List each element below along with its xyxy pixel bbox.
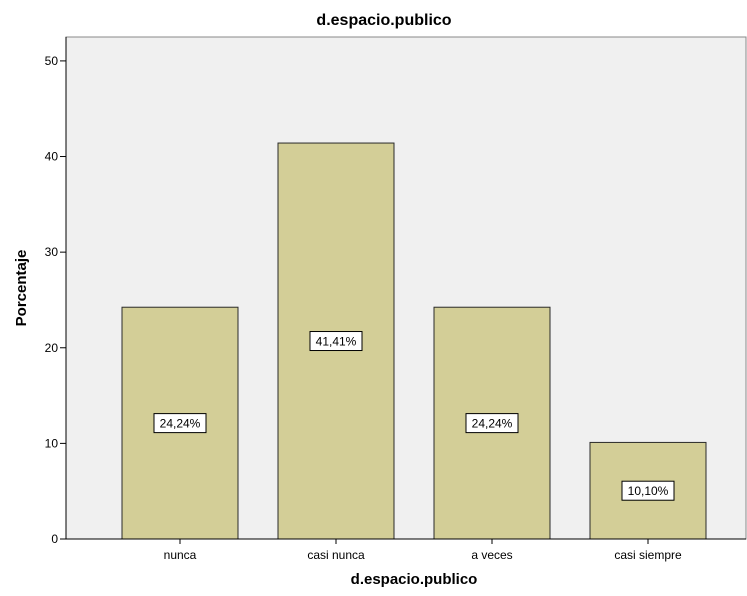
x-tick-label: casi siempre: [614, 548, 682, 562]
data-label-box: [153, 413, 207, 434]
y-tick-label: 0: [51, 532, 58, 546]
data-label-box: [465, 413, 519, 434]
data-label-box: [621, 480, 675, 501]
y-tick-label: 10: [45, 436, 59, 450]
y-tick-label: 50: [45, 54, 59, 68]
y-axis-title: Porcentaje: [13, 250, 30, 327]
chart-title: d.espacio.publico: [316, 12, 451, 29]
y-tick-label: 30: [45, 245, 59, 259]
data-label: 24,24%: [160, 417, 201, 431]
x-axis-title: d.espacio.publico: [351, 571, 478, 588]
y-tick-label: 40: [45, 150, 59, 164]
y-tick-label: 20: [45, 341, 59, 355]
data-label: 24,24%: [472, 417, 513, 431]
data-label: 10,10%: [628, 484, 669, 498]
bars-group: 24,24% 41,41% 24,24% 10,10%: [121, 142, 707, 540]
x-tick-label: casi nunca: [307, 548, 365, 562]
axes-group: nunca casi nunca a veces casi siempre 0 10 20 3…: [45, 37, 746, 562]
x-tick-label: a veces: [471, 548, 512, 562]
data-label: 41,41%: [316, 335, 357, 349]
x-tick-label: nunca: [164, 548, 197, 562]
data-label-box: [309, 331, 363, 352]
